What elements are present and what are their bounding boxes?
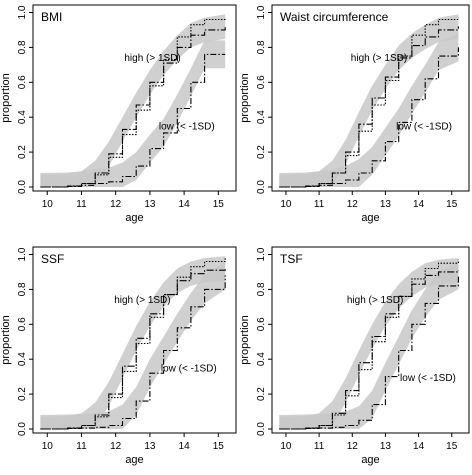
x-axis-label: age — [125, 212, 143, 224]
y-tick-label: 0.4 — [17, 352, 28, 366]
series-line-2 — [40, 258, 226, 430]
y-tick-label: 0.4 — [256, 352, 267, 366]
y-tick-label: 0.0 — [17, 422, 28, 436]
x-axis-label: age — [361, 212, 379, 224]
confidence-band-1 — [279, 14, 459, 188]
x-tick-label: 12 — [347, 199, 359, 210]
y-tick-label: 0.8 — [256, 282, 267, 296]
panel-title: TSF — [280, 252, 303, 266]
series-line-1 — [40, 268, 226, 430]
plot-frame — [271, 4, 470, 192]
x-axis-label: age — [125, 454, 143, 466]
x-tick-label: 15 — [213, 199, 225, 210]
y-tick-label: 0.6 — [17, 317, 28, 331]
confidence-band-1 — [40, 14, 226, 188]
x-tick-label: 14 — [413, 199, 425, 210]
series-line-2 — [40, 17, 226, 188]
annotation-high: high (> 1SD) — [124, 53, 180, 64]
y-tick-label: 0.8 — [17, 40, 28, 54]
panel-title: BMI — [41, 10, 62, 24]
confidence-band-3 — [40, 40, 226, 188]
x-tick-label: 10 — [280, 199, 292, 210]
series-line-1 — [40, 26, 226, 188]
x-tick-label: 15 — [446, 441, 458, 452]
chart-panel-4: 10 11 12 13 14 15 0.0 0.2 0.4 0.6 0.8 1.0 age proport… — [239, 246, 470, 466]
confidence-band-1 — [40, 256, 226, 429]
x-tick-label: 12 — [110, 441, 122, 452]
series-line-3 — [40, 53, 226, 188]
y-tick-label: 0.0 — [17, 180, 28, 194]
plot-frame — [32, 4, 237, 192]
y-axis-label: proportion — [239, 315, 251, 365]
annotation-low: low (< -1SD) — [159, 122, 215, 133]
confidence-band-3 — [40, 261, 226, 429]
y-tick-label: 0.0 — [256, 180, 267, 194]
y-tick-label: 0.8 — [256, 40, 267, 54]
series-line-2 — [279, 17, 459, 188]
y-tick-label: 0.8 — [17, 282, 28, 296]
y-axis-label: proportion — [0, 73, 12, 123]
y-tick-label: 1.0 — [256, 247, 267, 261]
series-line-2 — [279, 259, 459, 430]
panel-title: Waist circumference — [280, 10, 389, 24]
annotation-high: high (> 1SD) — [351, 53, 407, 64]
y-tick-label: 0.2 — [256, 145, 267, 159]
x-tick-label: 13 — [144, 441, 156, 452]
y-tick-label: 1.0 — [17, 247, 28, 261]
x-tick-label: 13 — [380, 199, 392, 210]
chart-panel-3: 10 11 12 13 14 15 0.0 0.2 0.4 0.6 0.8 1.0 age proport… — [0, 246, 237, 466]
x-tick-label: 13 — [144, 199, 156, 210]
x-tick-label: 12 — [347, 441, 359, 452]
y-tick-label: 0.6 — [17, 75, 28, 89]
plot-frame — [32, 246, 237, 434]
x-tick-label: 15 — [446, 199, 458, 210]
x-tick-label: 11 — [314, 199, 325, 210]
series-line-3 — [40, 275, 226, 430]
x-tick-label: 10 — [42, 441, 54, 452]
series-line-3 — [279, 47, 459, 188]
plot-frame — [271, 246, 470, 434]
confidence-band-3 — [279, 33, 459, 188]
confidence-band-3 — [279, 261, 459, 429]
y-tick-label: 0.2 — [256, 387, 267, 401]
annotation-low: low (< -1SD) — [161, 364, 217, 375]
confidence-band-1 — [279, 258, 459, 429]
y-tick-label: 0.2 — [17, 145, 28, 159]
series-line-3 — [279, 275, 459, 430]
x-tick-label: 10 — [42, 199, 54, 210]
x-tick-label: 14 — [179, 441, 191, 452]
x-tick-label: 13 — [380, 441, 392, 452]
annotation-low: low (< -1SD) — [400, 373, 456, 384]
y-axis-label: proportion — [239, 73, 251, 123]
x-axis-label: age — [361, 454, 379, 466]
x-tick-label: 11 — [314, 441, 325, 452]
y-tick-label: 0.2 — [17, 387, 28, 401]
x-tick-label: 11 — [76, 441, 87, 452]
y-tick-label: 1.0 — [17, 5, 28, 19]
x-tick-label: 12 — [110, 199, 122, 210]
x-tick-label: 11 — [76, 199, 87, 210]
x-tick-label: 14 — [179, 199, 191, 210]
y-tick-label: 0.6 — [256, 75, 267, 89]
annotation-high: high (> 1SD) — [114, 295, 170, 306]
y-tick-label: 0.0 — [256, 422, 267, 436]
panel-title: SSF — [41, 252, 64, 266]
y-axis-label: proportion — [0, 315, 12, 365]
y-tick-label: 0.4 — [256, 110, 267, 124]
y-tick-label: 0.4 — [17, 110, 28, 124]
annotation-low: low (< -1SD) — [396, 122, 452, 133]
y-tick-label: 0.6 — [256, 317, 267, 331]
x-tick-label: 10 — [280, 441, 292, 452]
y-tick-label: 1.0 — [256, 5, 267, 19]
x-tick-label: 15 — [213, 441, 225, 452]
chart-panel-1: 10 11 12 13 14 15 0.0 0.2 0.4 0.6 0.8 1.0 age proport… — [0, 4, 237, 224]
chart-panel-2: 10 11 12 13 14 15 0.0 0.2 0.4 0.6 0.8 1.0 age proport… — [239, 4, 470, 224]
x-tick-label: 14 — [413, 441, 425, 452]
annotation-high: high (> 1SD) — [347, 295, 403, 306]
